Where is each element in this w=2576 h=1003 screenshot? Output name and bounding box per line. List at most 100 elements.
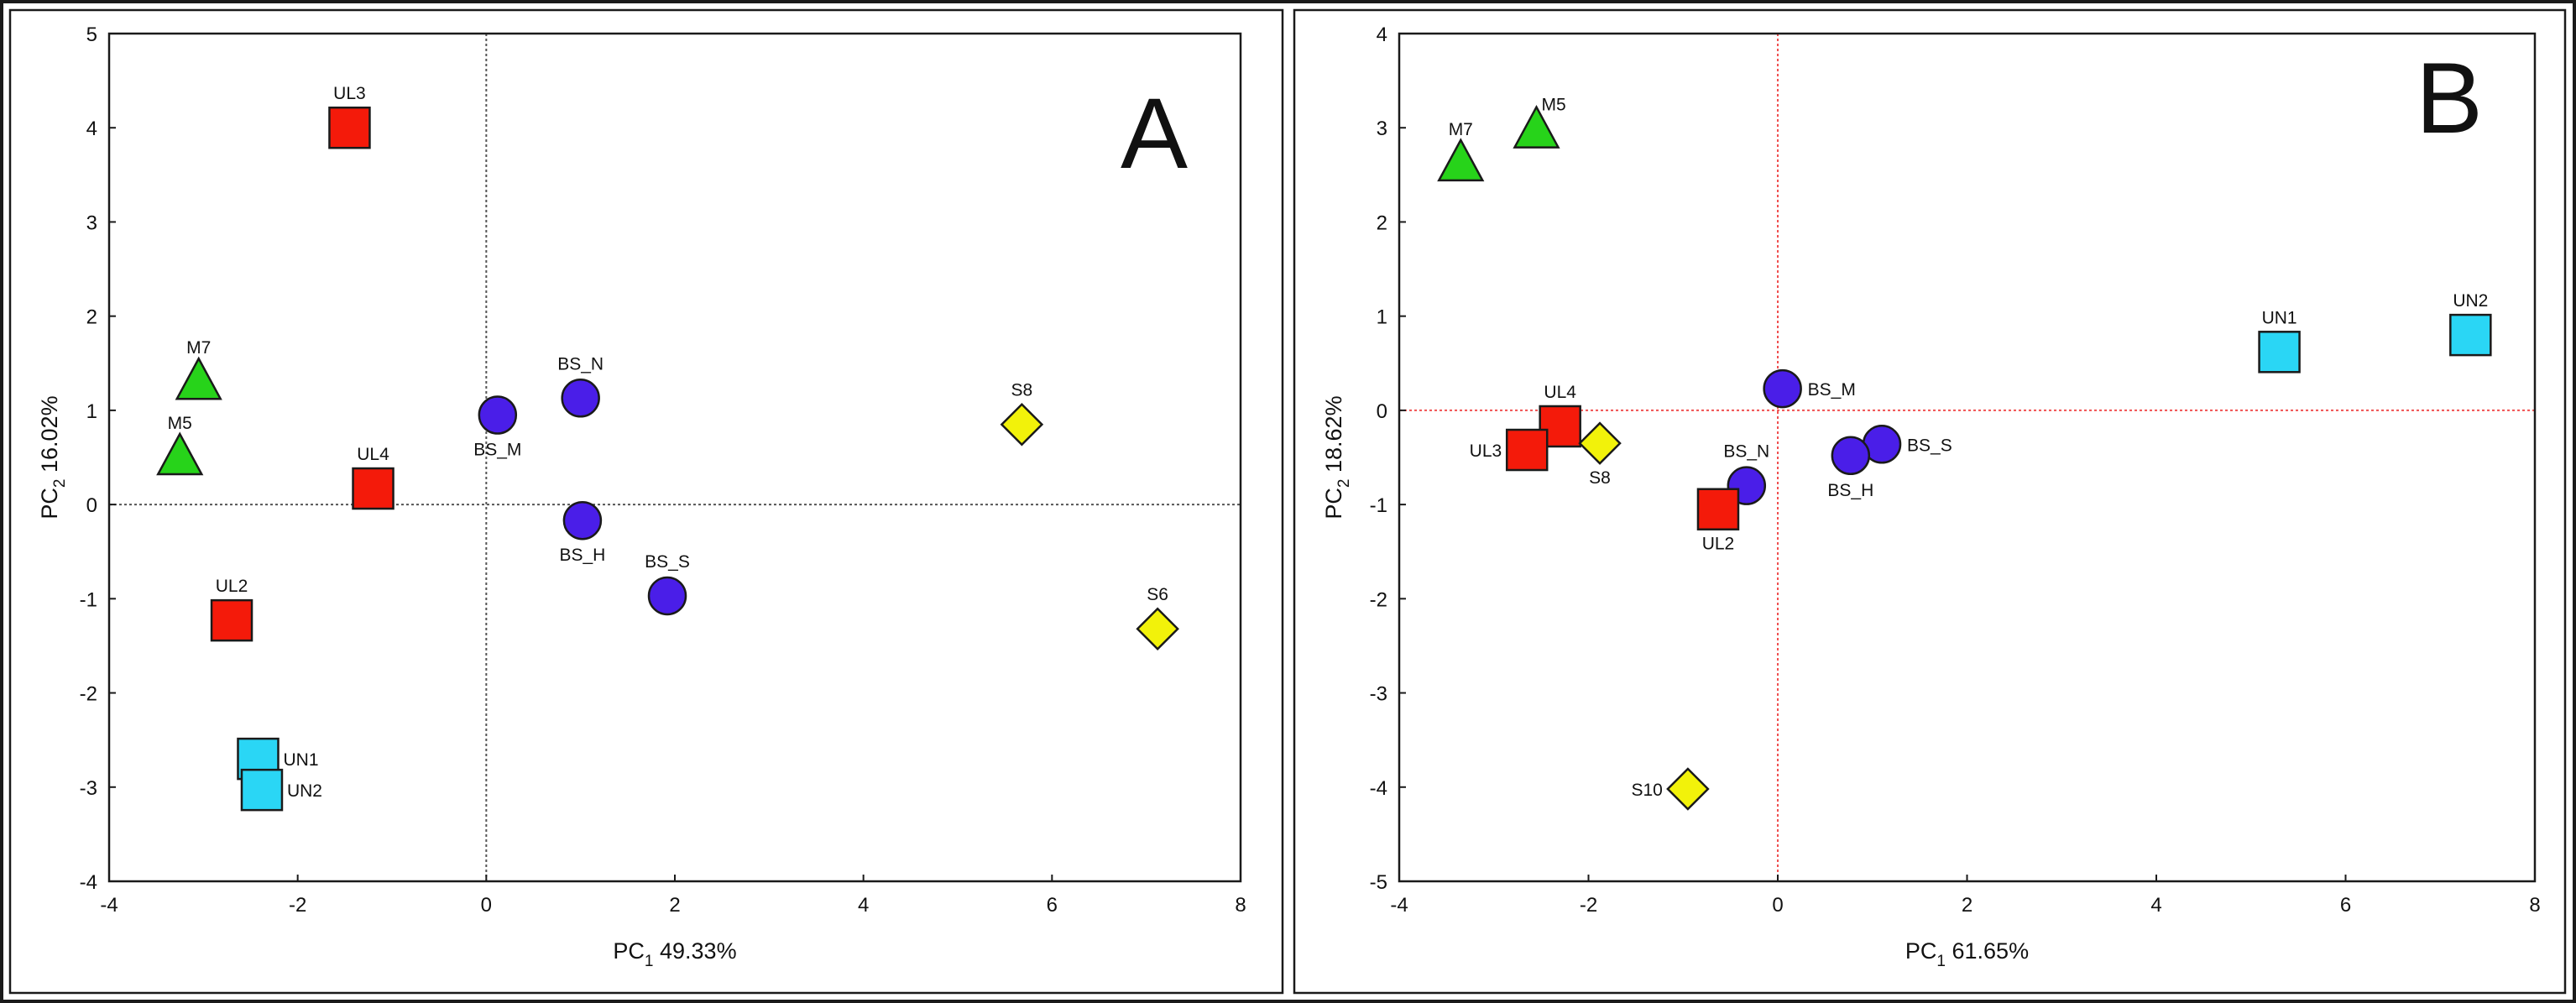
point-marker-triangle <box>175 356 222 400</box>
y-tick-label: -1 <box>1370 494 1387 517</box>
point-marker-square <box>210 598 253 642</box>
x-tick-label: 6 <box>2340 894 2351 917</box>
point-marker-triangle <box>156 431 204 476</box>
point-marker-circle <box>478 395 518 435</box>
y-tick-label: -3 <box>80 777 97 800</box>
point-label: BS_M <box>473 441 521 460</box>
y-tick-label: -2 <box>1370 588 1387 611</box>
point-marker-circle <box>1763 368 1802 409</box>
point-label: UL4 <box>1544 383 1576 402</box>
point-marker-square <box>328 106 371 149</box>
point-label: UN1 <box>283 750 318 770</box>
panel-label: A <box>1121 77 1188 190</box>
point-marker-circle <box>561 379 600 418</box>
point-label: UL2 <box>216 577 248 596</box>
data-point-bs-h: BS_H <box>1827 436 1873 500</box>
point-label: UN2 <box>2453 291 2488 311</box>
x-tick-label: 8 <box>2529 894 2540 917</box>
data-point-un2: UN2 <box>240 768 322 812</box>
y-tick-label: 3 <box>1377 118 1387 140</box>
data-point-bs-n: BS_N <box>557 354 604 418</box>
data-point-m7: M7 <box>1437 120 1485 182</box>
x-tick-label: 2 <box>1962 894 1972 917</box>
point-label: UN2 <box>287 781 322 801</box>
point-label: M7 <box>1449 120 1473 139</box>
point-label: UN1 <box>2262 308 2297 327</box>
point-label: UL3 <box>333 84 366 103</box>
point-label: BS_S <box>645 552 690 572</box>
point-marker-diamond <box>1666 767 1710 811</box>
panel-frame <box>1293 8 2567 995</box>
point-label: S6 <box>1147 585 1168 604</box>
x-tick-label: 0 <box>1772 894 1783 917</box>
point-marker-square <box>240 768 284 812</box>
point-label: UL4 <box>357 445 389 464</box>
data-point-bs-s: BS_S <box>1862 425 1952 464</box>
x-tick-label: 2 <box>669 894 680 917</box>
point-label: BS_S <box>1907 436 1952 455</box>
point-label: BS_M <box>1808 380 1856 400</box>
data-point-ul4: UL4 <box>1539 383 1581 448</box>
x-tick-label: -4 <box>100 894 118 917</box>
point-label: S8 <box>1589 468 1611 488</box>
y-tick-label: 1 <box>1377 306 1387 329</box>
panel-a: -4 -2 0 2 4 6 8 -4 -3 -2 -1 0 1 2 3 4 5 PC1 49.33% PC2 16.… <box>8 8 1284 995</box>
point-marker-triangle <box>1437 138 1485 182</box>
data-point-s10: S10 <box>1632 767 1710 811</box>
x-tick-label: 4 <box>2150 894 2161 917</box>
point-label: BS_N <box>1723 442 1769 462</box>
point-marker-square <box>1696 488 1740 530</box>
y-tick-label: 1 <box>86 400 97 423</box>
data-point-s8: S8 <box>1000 381 1044 447</box>
data-point-s6: S6 <box>1136 585 1179 651</box>
point-marker-diamond <box>1578 421 1622 465</box>
data-point-s8: S8 <box>1578 421 1622 488</box>
y-axis-title: PC2 16.02% <box>37 395 69 519</box>
y-tick-label: 0 <box>1377 400 1387 423</box>
point-marker-circle <box>1831 436 1871 476</box>
point-marker-square <box>352 467 394 510</box>
y-tick-label: 5 <box>86 24 97 46</box>
x-tick-label: -4 <box>1390 894 1408 917</box>
point-marker-triangle <box>1513 104 1560 149</box>
data-point-ul2: UL2 <box>210 577 253 642</box>
x-tick-label: 0 <box>481 894 492 917</box>
y-tick-label: -3 <box>1370 683 1387 706</box>
y-tick-label: 2 <box>86 306 97 329</box>
panel-label: B <box>2416 42 2483 154</box>
data-point-bs-m: BS_M <box>1763 368 1856 409</box>
data-point-ul3: UL3 <box>1470 428 1549 472</box>
point-label: M5 <box>168 414 192 433</box>
point-marker-square <box>2258 331 2301 374</box>
data-point-ul2: UL2 <box>1696 488 1740 554</box>
point-marker-circle <box>562 500 603 541</box>
y-tick-label: 4 <box>86 118 97 140</box>
panel-frame <box>8 8 1284 995</box>
y-tick-label: -4 <box>80 871 97 894</box>
x-axis-title: PC1 61.65% <box>1905 938 2029 970</box>
point-marker-square <box>1539 405 1581 448</box>
data-point-un2: UN2 <box>2449 291 2492 357</box>
point-marker-circle <box>647 576 687 616</box>
y-tick-label: 3 <box>86 212 97 234</box>
point-label: BS_N <box>557 354 604 374</box>
point-marker-diamond <box>1136 607 1179 651</box>
data-point-m5: M5 <box>156 414 204 476</box>
point-label: S8 <box>1011 381 1033 400</box>
point-marker-square <box>2449 313 2492 357</box>
y-tick-label: -2 <box>80 683 97 706</box>
y-tick-label: -1 <box>80 588 97 611</box>
x-axis-title: PC1 49.33% <box>613 938 736 970</box>
data-point-bs-s: BS_S <box>645 552 690 616</box>
y-tick-label: 0 <box>86 494 97 517</box>
point-label: BS_H <box>1827 481 1873 500</box>
point-marker-diamond <box>1000 402 1044 447</box>
y-tick-label: 2 <box>1377 212 1387 234</box>
x-tick-label: -2 <box>289 894 306 917</box>
x-tick-label: 4 <box>858 894 869 917</box>
point-label: BS_H <box>559 546 605 565</box>
point-label: S10 <box>1632 781 1663 800</box>
data-point-m5: M5 <box>1513 96 1566 149</box>
